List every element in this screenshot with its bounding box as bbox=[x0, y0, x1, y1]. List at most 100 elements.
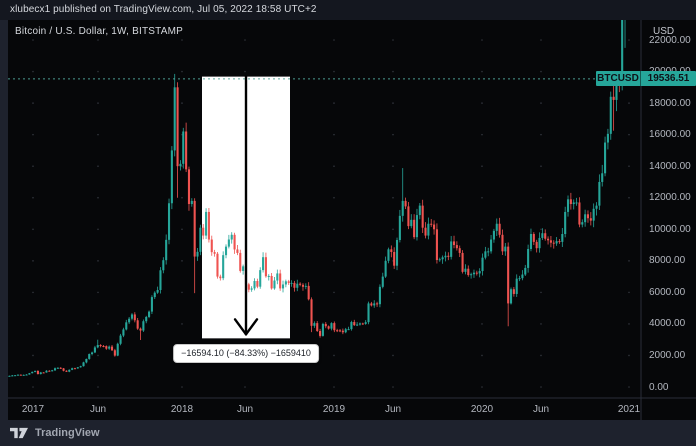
candle bbox=[102, 345, 105, 347]
price-tick-label: 22000.00 bbox=[649, 34, 691, 46]
candle bbox=[310, 299, 313, 326]
candle bbox=[313, 323, 316, 326]
candle bbox=[569, 199, 572, 205]
candle bbox=[615, 84, 618, 100]
candle bbox=[91, 352, 94, 355]
candle bbox=[273, 280, 276, 289]
candle bbox=[301, 284, 305, 287]
candle bbox=[16, 374, 20, 376]
candle bbox=[230, 234, 233, 240]
price-axis-currency-label: USD bbox=[653, 26, 675, 37]
candle bbox=[53, 368, 57, 371]
candle bbox=[435, 229, 438, 261]
candle bbox=[376, 303, 379, 305]
candle bbox=[464, 268, 467, 272]
candle bbox=[139, 328, 142, 331]
candle bbox=[122, 329, 125, 336]
candle bbox=[36, 370, 39, 375]
candle bbox=[478, 271, 481, 274]
candle bbox=[361, 323, 364, 325]
candle bbox=[85, 358, 88, 363]
candle bbox=[304, 285, 307, 287]
candle bbox=[96, 345, 99, 348]
candle bbox=[296, 283, 299, 288]
candle bbox=[227, 239, 230, 247]
candle bbox=[612, 96, 615, 100]
candle bbox=[595, 205, 598, 209]
candle bbox=[586, 214, 590, 219]
candle bbox=[413, 219, 416, 238]
candle bbox=[14, 375, 17, 377]
tradingview-brand[interactable]: TradingView bbox=[35, 427, 100, 439]
candle bbox=[108, 346, 111, 349]
candle bbox=[527, 248, 530, 268]
candle bbox=[358, 323, 362, 325]
candle bbox=[356, 324, 359, 326]
candle bbox=[110, 346, 114, 351]
candle bbox=[370, 303, 373, 306]
candle bbox=[547, 238, 550, 241]
candle bbox=[367, 303, 370, 323]
candle bbox=[521, 274, 524, 279]
candle bbox=[207, 211, 210, 240]
candle bbox=[504, 246, 507, 252]
candle bbox=[455, 245, 458, 249]
candle bbox=[487, 251, 490, 253]
price-tick-label: 4000.00 bbox=[649, 318, 686, 330]
candle bbox=[202, 227, 205, 236]
candle bbox=[205, 211, 208, 236]
price-scale[interactable] bbox=[641, 20, 696, 398]
candle bbox=[512, 289, 515, 294]
candle bbox=[415, 215, 419, 238]
candle bbox=[319, 331, 322, 336]
price-tick-label: 14000.00 bbox=[649, 160, 691, 172]
candle bbox=[148, 311, 151, 317]
candle bbox=[350, 322, 353, 330]
price-tick-label: 12000.00 bbox=[649, 192, 691, 204]
candle bbox=[290, 282, 293, 284]
time-scale[interactable] bbox=[8, 398, 641, 420]
candle bbox=[142, 321, 145, 331]
candle bbox=[475, 272, 478, 274]
candle bbox=[495, 223, 498, 231]
candle bbox=[470, 274, 473, 276]
time-tick-label: Jun bbox=[384, 404, 402, 415]
current-price-badge[interactable]: BTCUSD 19536.51 bbox=[596, 71, 696, 87]
time-tick-label: Jun bbox=[89, 404, 107, 415]
candle bbox=[484, 251, 487, 258]
candle bbox=[187, 169, 191, 205]
candle bbox=[584, 214, 587, 223]
candle bbox=[501, 234, 504, 252]
candle bbox=[321, 323, 324, 336]
candle bbox=[558, 241, 561, 243]
candle bbox=[42, 372, 45, 374]
candle bbox=[262, 257, 265, 271]
candle bbox=[68, 369, 71, 372]
candle bbox=[447, 255, 450, 257]
candle bbox=[239, 252, 242, 271]
candle bbox=[381, 276, 384, 287]
candle bbox=[264, 257, 267, 277]
candle bbox=[418, 205, 421, 216]
candle bbox=[333, 323, 336, 331]
candle bbox=[99, 345, 102, 347]
candle bbox=[581, 222, 584, 225]
tradingview-logo-icon[interactable] bbox=[10, 427, 28, 439]
candle bbox=[438, 259, 441, 261]
candle bbox=[578, 202, 581, 225]
candle bbox=[592, 208, 595, 221]
candle bbox=[507, 246, 510, 304]
candle bbox=[182, 131, 185, 164]
candle bbox=[390, 249, 393, 252]
candle bbox=[150, 297, 153, 312]
candle bbox=[153, 292, 156, 298]
candle bbox=[136, 320, 139, 329]
candle bbox=[11, 375, 14, 377]
candle bbox=[427, 223, 430, 236]
time-tick-label: 2020 bbox=[470, 404, 494, 415]
candle bbox=[281, 284, 285, 289]
candle bbox=[250, 288, 253, 290]
candle bbox=[176, 87, 179, 167]
